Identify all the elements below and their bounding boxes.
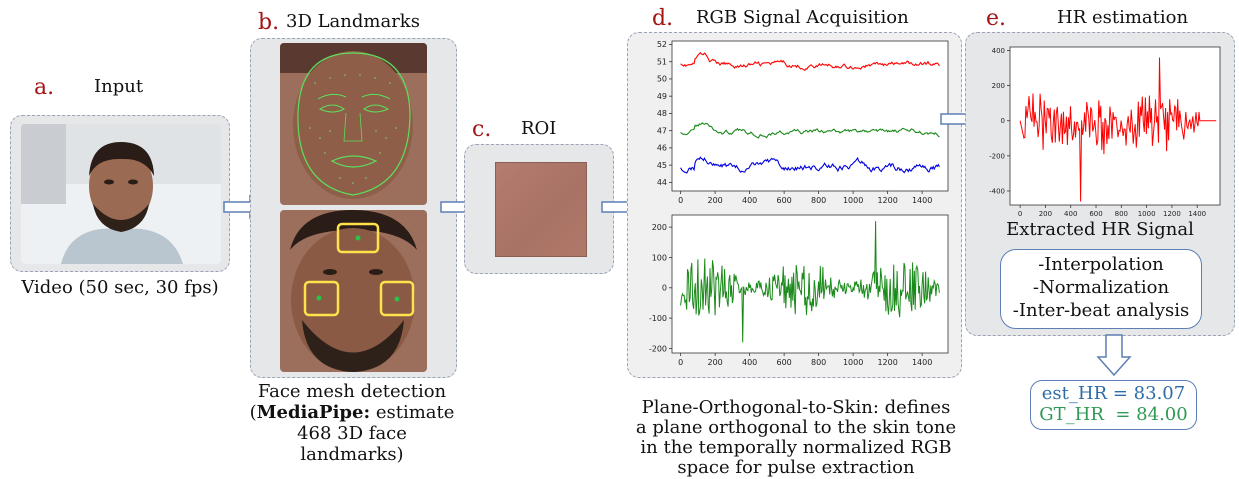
series-green-line — [680, 122, 940, 139]
rgb-panel: 0 200 400 600 800 1000 1200 1400 44 45 46 47 48 49 50 5… — [627, 32, 962, 378]
y-tick-label: -100 — [649, 314, 667, 323]
roi-panel — [464, 144, 614, 274]
hr-signal-chart: 0 200 400 600 800 1000 1200 1400 -400 -200 0 200 400 — [989, 46, 1221, 218]
x-tick-label: 1200 — [877, 358, 897, 367]
x-tick-label: 1000 — [1138, 210, 1156, 218]
landmarks-caption-line2: (MediaPipe: estimate 468 3D face — [249, 402, 455, 444]
pos-signal-line — [680, 221, 940, 343]
x-tick-label: 0 — [678, 196, 683, 205]
x-tick-label: 400 — [742, 358, 757, 367]
x-tick-label: 400 — [742, 196, 757, 205]
landmarks-caption-line1: Face mesh detection — [257, 381, 447, 402]
method-interpolation: -Interpolation — [1038, 254, 1164, 275]
method-normalization: -Normalization — [1032, 277, 1170, 298]
series-blue-line — [680, 156, 940, 174]
x-tick-label: 1400 — [1188, 210, 1206, 218]
series-red-line — [680, 51, 940, 71]
y-tick-label: 45 — [657, 161, 667, 170]
hr-methods-box: -Interpolation -Normalization -Inter-bea… — [1000, 249, 1202, 329]
axes: 0 200 400 600 800 1000 1200 1400 -200 -100 0 100 200 — [649, 214, 949, 367]
y-tick-label: 200 — [992, 82, 1005, 90]
y-tick-label: -200 — [649, 344, 667, 353]
y-tick-label: 49 — [657, 92, 667, 101]
hr-title: HR estimation — [1057, 7, 1189, 28]
x-tick-label: 200 — [1039, 210, 1052, 218]
rgb-caption-line: Plane-Orthogonal-to-Skin: defines — [641, 397, 951, 418]
y-tick-label: 200 — [652, 223, 667, 232]
input-letter: a. — [34, 75, 55, 100]
rgb-caption-line: in the temporally normalized RGB — [640, 437, 952, 458]
rgb-caption-line: space for pulse extraction — [677, 457, 915, 478]
axes: 0 200 400 600 800 1000 1200 1400 44 45 46 47 48 49 50 5… — [657, 40, 949, 205]
method-interbeat: -Inter-beat analysis — [1012, 300, 1190, 321]
rgb-title: RGB Signal Acquisition — [696, 7, 909, 28]
y-tick-label: 52 — [657, 40, 667, 49]
input-panel — [10, 115, 230, 272]
x-tick-label: 0 — [1018, 210, 1022, 218]
y-tick-label: 100 — [652, 253, 667, 262]
landmarks-letter: b. — [258, 10, 280, 35]
est-hr-value: est_HR = 83.07 — [1041, 383, 1186, 404]
hr-signal-line — [1019, 57, 1217, 202]
landmarks-caption-line3: landmarks) — [300, 444, 404, 465]
y-tick-label: 48 — [657, 109, 667, 118]
y-tick-label: 50 — [657, 75, 667, 84]
y-tick-label: 400 — [992, 47, 1005, 55]
gt-hr-value: GT_HR = 84.00 — [1039, 404, 1188, 425]
input-caption: Video (50 sec, 30 fps) — [21, 277, 219, 298]
x-tick-label: 200 — [707, 358, 722, 367]
y-tick-label: 51 — [657, 57, 667, 66]
rgb-letter: d. — [652, 6, 674, 31]
x-tick-label: 1400 — [912, 358, 932, 367]
x-tick-label: 600 — [776, 358, 791, 367]
x-tick-label: 800 — [1115, 210, 1128, 218]
hr-result-box: est_HR = 83.07 GT_HR = 84.00 — [1030, 380, 1197, 430]
x-tick-label: 200 — [707, 196, 722, 205]
x-tick-label: 600 — [1089, 210, 1102, 218]
roi-letter: c. — [472, 117, 492, 142]
pos-signal-chart: 0 200 400 600 800 1000 1200 1400 -200 -100 0 100 200 — [649, 214, 949, 367]
input-title: Input — [94, 76, 144, 97]
hr-letter: e. — [986, 6, 1007, 31]
y-tick-label: 44 — [657, 178, 667, 187]
hr-panel: 0 200 400 600 800 1000 1200 1400 -400 -200 0 200 400… — [965, 32, 1235, 336]
y-tick-label: 46 — [657, 144, 667, 153]
arrow-down — [1096, 334, 1132, 377]
plot-area — [671, 214, 949, 354]
landmarks-panel — [250, 38, 457, 378]
roi-title: ROI — [521, 118, 557, 139]
x-tick-label: 800 — [811, 196, 826, 205]
mediapipe-label: MediaPipe: — [256, 402, 371, 423]
landmarks-title: 3D Landmarks — [286, 11, 420, 32]
x-tick-label: 1000 — [843, 358, 863, 367]
roi-skin-patch — [495, 162, 587, 257]
rgb-caption-line: a plane orthogonal to the skin tone — [635, 417, 957, 438]
x-tick-label: 400 — [1064, 210, 1077, 218]
rgb-caption: Plane-Orthogonal-to-Skin: defines a plan… — [616, 398, 976, 478]
x-tick-label: 1400 — [912, 196, 932, 205]
hr-signal-label: Extracted HR Signal — [1006, 219, 1194, 240]
input-video-frame — [21, 124, 221, 264]
y-tick-label: 47 — [657, 126, 667, 135]
face-mesh-image — [280, 43, 427, 205]
x-tick-label: 800 — [811, 358, 826, 367]
face-roi-image — [280, 210, 427, 372]
x-tick-label: 1200 — [877, 196, 897, 205]
x-tick-label: 1000 — [843, 196, 863, 205]
y-tick-label: 0 — [1001, 117, 1005, 125]
y-tick-label: -400 — [989, 187, 1005, 195]
x-tick-label: 1200 — [1163, 210, 1181, 218]
y-tick-label: -200 — [989, 152, 1005, 160]
rgb-traces-chart: 0 200 400 600 800 1000 1200 1400 44 45 46 47 48 49 50 5… — [657, 40, 949, 205]
x-tick-label: 0 — [678, 358, 683, 367]
landmarks-caption-rest: estimate 468 3D face — [297, 402, 455, 444]
y-tick-label: 0 — [662, 284, 667, 293]
landmarks-caption: Face mesh detection (MediaPipe: estimate… — [232, 381, 472, 465]
x-tick-label: 600 — [776, 196, 791, 205]
